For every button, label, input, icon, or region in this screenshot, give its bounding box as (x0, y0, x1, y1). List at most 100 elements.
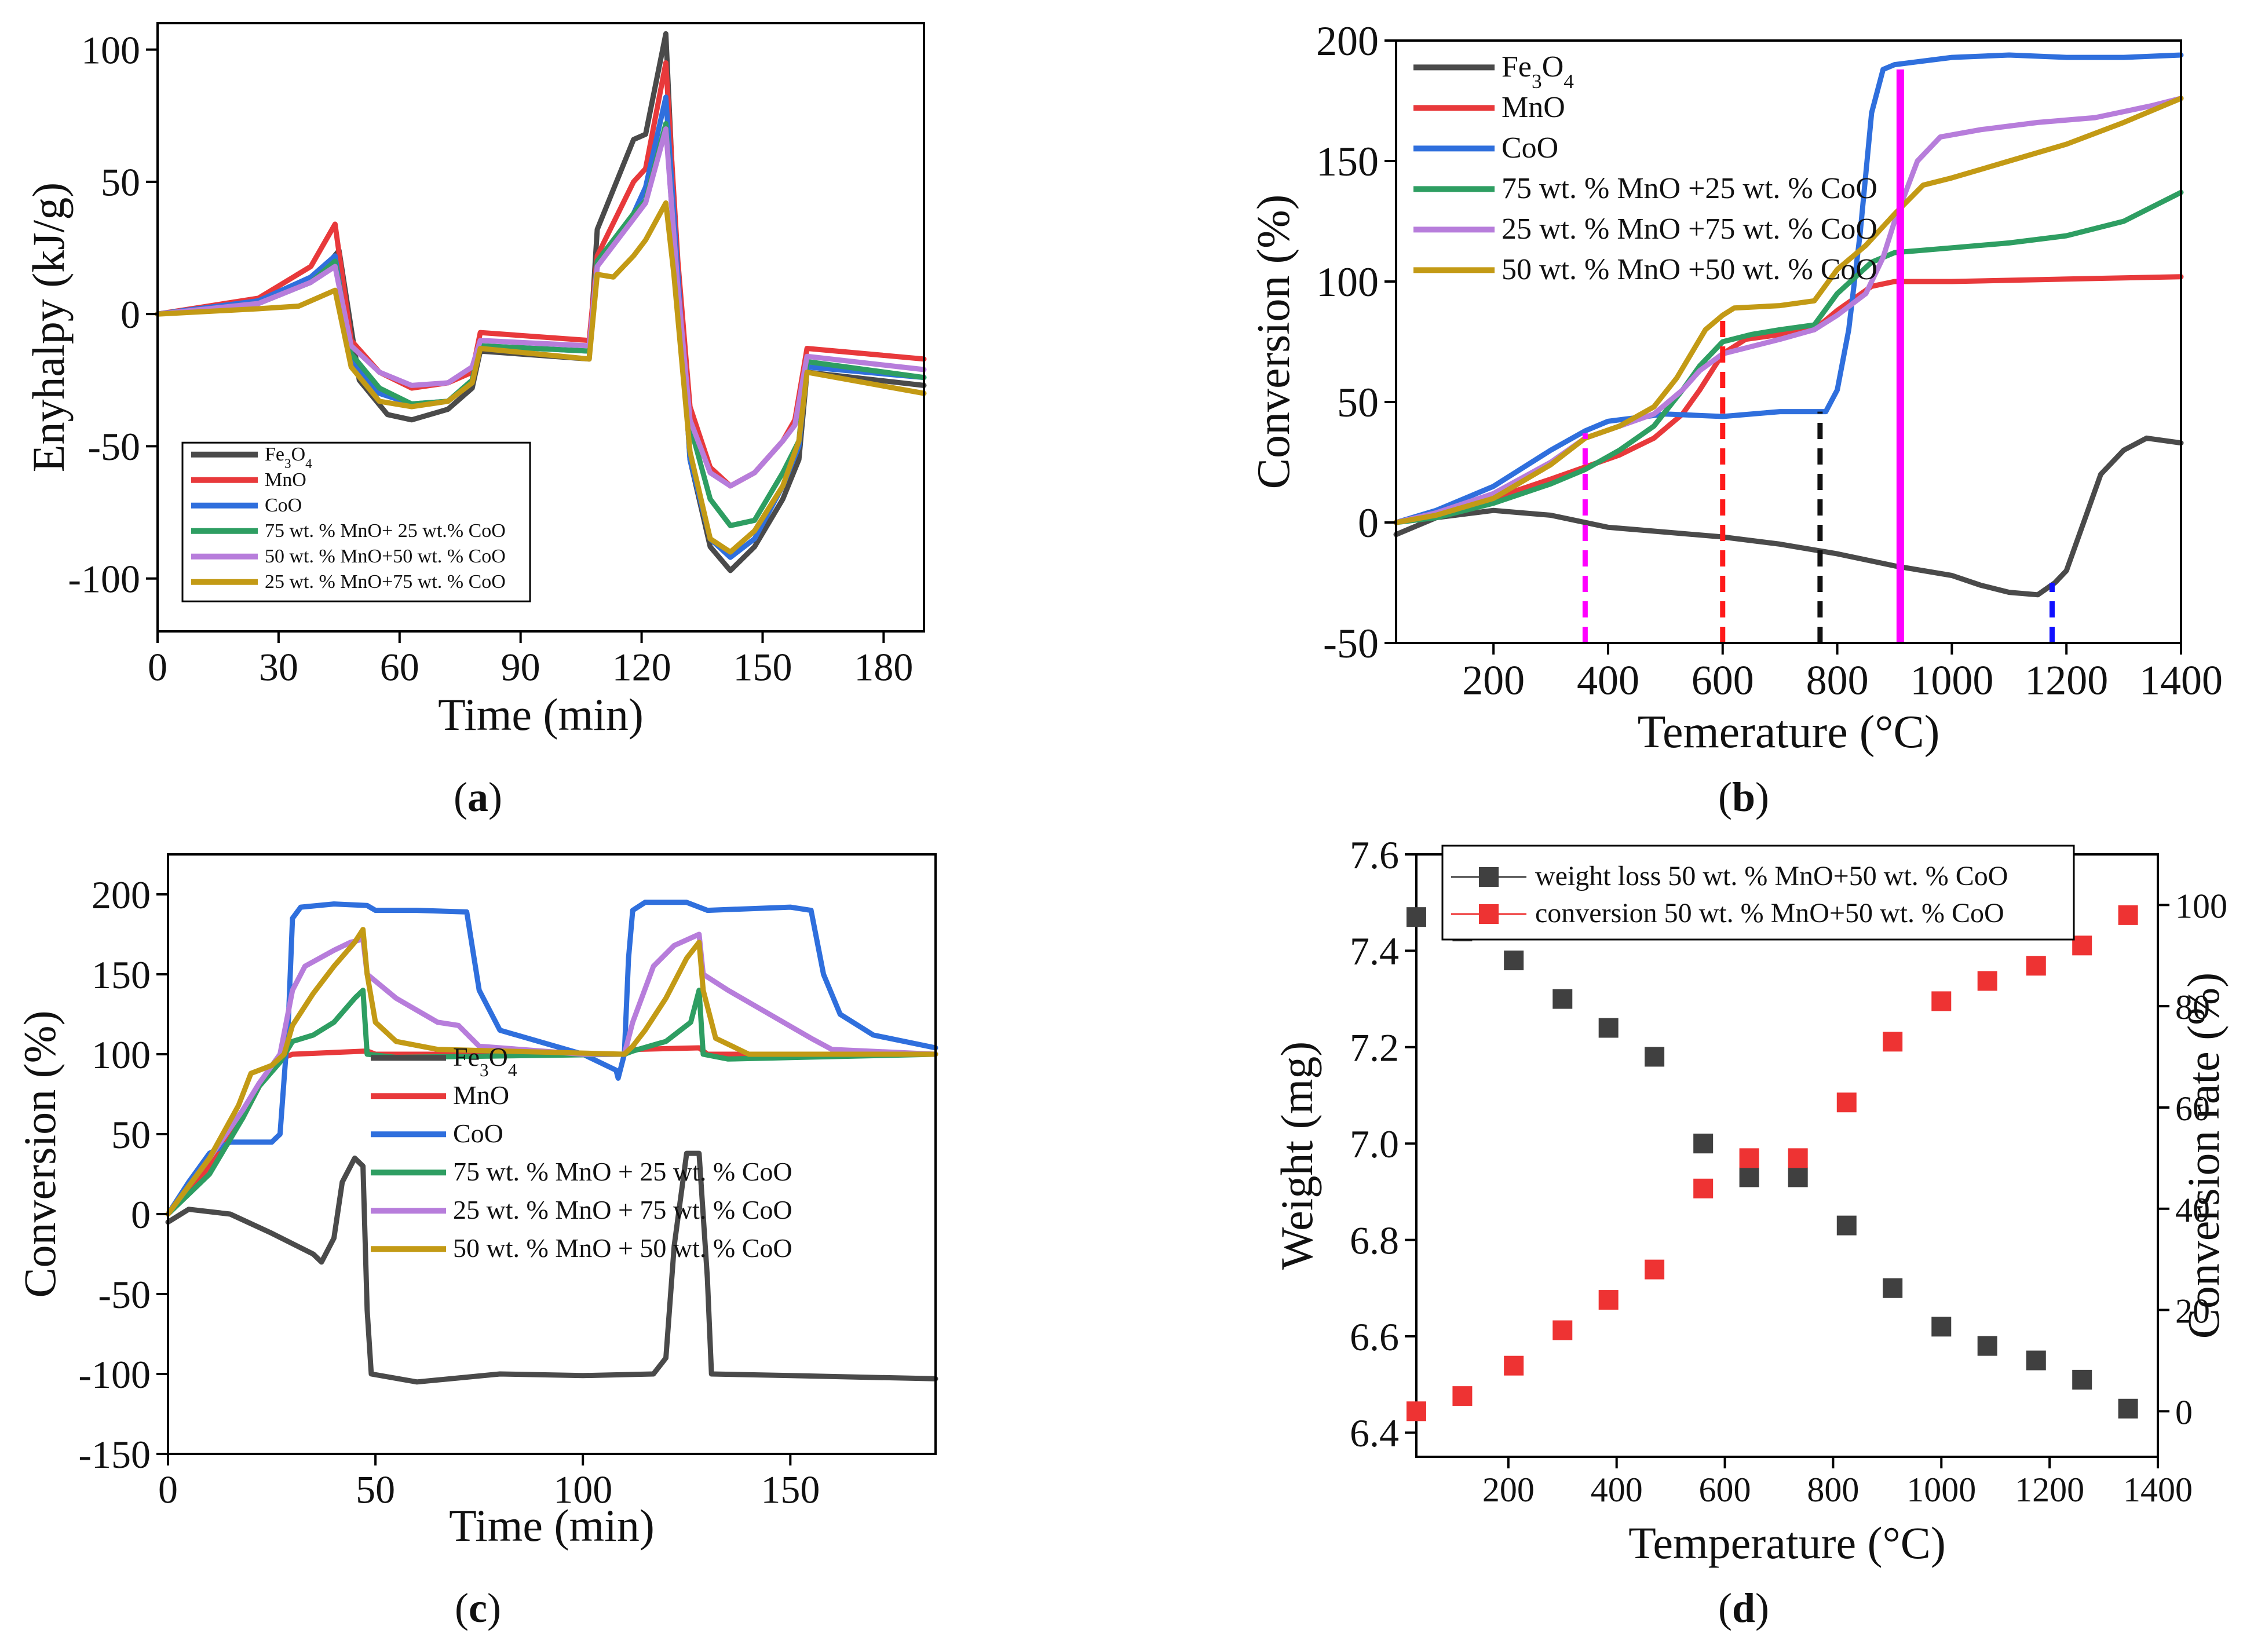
series-line-coo (165, 900, 938, 1217)
caption-a: (a) (454, 774, 502, 820)
weight-point (1739, 1167, 1759, 1187)
d-y2tick-label: 20 (2175, 1292, 2210, 1331)
series-line-coo (1393, 52, 2184, 525)
weight-point (1598, 1018, 1619, 1038)
b-xtick-label: 1200 (2025, 657, 2108, 703)
legend-label: 50 wt. % MnO +50 wt. % CoO (1502, 253, 1877, 286)
panel-d: 0 20 40 60 80 100 200 400 600 800 1000 1200 1400 6.4 6… (1272, 833, 2229, 1631)
legend-label: MnO (453, 1080, 509, 1110)
legend-label: 25 wt. % MnO +75 wt. % CoO (1502, 213, 1877, 246)
d-ytick-label: 6.6 (1350, 1315, 1399, 1359)
legend-label: Fe3O4 (1502, 50, 1574, 93)
conversion-point (2072, 935, 2092, 956)
d-y2tick-label: 100 (2175, 887, 2227, 925)
d-ytick-label: 6.8 (1350, 1218, 1399, 1262)
a-ytick-label: 50 (101, 160, 140, 204)
legend-label: CoO (265, 495, 302, 516)
conversion-point (1931, 991, 1952, 1011)
x-axis-label: Time (min) (438, 689, 644, 740)
c-ytick-label: 0 (131, 1193, 151, 1237)
legend-label: MnO (265, 469, 306, 491)
series-line-mno (155, 60, 927, 489)
c-xtick-label: 0 (158, 1468, 178, 1512)
legend-box (181, 441, 531, 602)
a-xtick-label: 0 (148, 645, 167, 689)
a-xtick-label: 150 (733, 645, 792, 689)
c-ytick-label: -150 (78, 1432, 151, 1476)
conversion-point (2118, 905, 2138, 925)
conversion-point (1836, 1092, 1857, 1113)
y-axis-label: Conversion (%) (14, 1010, 65, 1298)
b-xtick-label: 400 (1577, 657, 1639, 703)
b-xtick-label: 200 (1462, 657, 1525, 703)
conversion-point (1452, 1386, 1473, 1406)
plot-frame (156, 22, 925, 633)
d-xtick-label: 800 (1807, 1471, 1859, 1509)
legend-swatch-marker (1479, 867, 1499, 887)
series-line-mix75mno (1393, 189, 2184, 525)
conversion-point (1598, 1290, 1619, 1310)
conversion-point (1645, 1259, 1665, 1280)
weight-point (1883, 1278, 1903, 1298)
c-ytick-label: 50 (111, 1113, 151, 1157)
plot-frame (1395, 39, 2182, 644)
conversion-point (1693, 1178, 1714, 1198)
y-axis-label: Enyhalpy (kJ/g) (23, 182, 74, 472)
legend-label: 50 wt. % MnO+50 wt. % CoO (265, 546, 506, 567)
c-ytick-label: -50 (98, 1273, 151, 1317)
a-xtick-label: 90 (501, 645, 540, 689)
y-axis-label: Conversion (%) (1248, 195, 1299, 489)
a-xtick-label: 60 (380, 645, 419, 689)
d-xtick-label: 1200 (2015, 1471, 2084, 1509)
c-xtick-label: 50 (356, 1468, 395, 1512)
b-xtick-label: 1000 (1910, 657, 1993, 703)
legend-label: 75 wt. % MnO + 25 wt. % CoO (453, 1157, 792, 1186)
legend-label: 75 wt. % MnO +25 wt. % CoO (1502, 172, 1877, 205)
conversion-point (1739, 1148, 1759, 1168)
x-axis-label: Time (min) (449, 1500, 655, 1551)
a-ytick-label: -50 (87, 425, 140, 469)
b-ytick-label: 150 (1316, 138, 1379, 185)
legend-label: 50 wt. % MnO + 50 wt. % CoO (453, 1233, 792, 1263)
weight-point (1504, 951, 1524, 971)
d-ytick-label: 7.4 (1350, 929, 1399, 973)
d-xtick-label: 1000 (1906, 1471, 1976, 1509)
d-xtick-label: 600 (1699, 1471, 1751, 1509)
legend-label: CoO (453, 1119, 503, 1148)
b-ytick-label: 0 (1358, 500, 1379, 546)
b-ytick-label: 50 (1337, 379, 1379, 426)
weight-point (1836, 1215, 1857, 1236)
weight-point (2072, 1369, 2092, 1390)
weight-point (1788, 1167, 1808, 1187)
d-xtick-label: 400 (1591, 1471, 1643, 1509)
x-axis-label: Temperature (°C) (1628, 1518, 1946, 1568)
legend: weight loss 50 wt. % MnO+50 wt. % CoO con… (1441, 845, 2075, 941)
d-ytick-label: 6.4 (1350, 1411, 1399, 1455)
a-ytick-label: 100 (81, 28, 140, 72)
d-y2tick-label: 60 (2175, 1090, 2210, 1128)
panel-b: 200 400 600 800 1000 1200 1400 -50 0 50 100 150 200 T… (1248, 18, 2223, 820)
series-line-mix50mno (165, 927, 938, 1217)
c-ytick-label: 200 (92, 873, 151, 917)
legend-label: MnO (1502, 91, 1565, 124)
weight-point (2026, 1350, 2046, 1370)
caption-b: (b) (1718, 774, 1769, 820)
y2-axis-label: Conversion rate (%) (2178, 973, 2229, 1339)
legend-label: 25 wt. % MnO + 75 wt. % CoO (453, 1195, 792, 1225)
legend-label: weight loss 50 wt. % MnO+50 wt. % CoO (1535, 861, 2008, 891)
weight-point (1931, 1317, 1952, 1337)
legend-label: 25 wt. % MnO+75 wt. % CoO (265, 571, 506, 593)
legend-label: conversion 50 wt. % MnO+50 wt. % CoO (1535, 898, 2004, 929)
weight-point (1693, 1134, 1714, 1154)
a-xtick-label: 30 (259, 645, 298, 689)
legend-swatch-marker (1479, 904, 1499, 924)
conversion-point (1552, 1320, 1573, 1340)
b-ytick-label: 100 (1316, 259, 1379, 305)
series-line-mix25mno (165, 931, 938, 1217)
weight-point (2118, 1398, 2138, 1419)
legend-label: 75 wt. % MnO+ 25 wt.% CoO (265, 520, 506, 542)
series-line-mix25mno (155, 126, 927, 489)
